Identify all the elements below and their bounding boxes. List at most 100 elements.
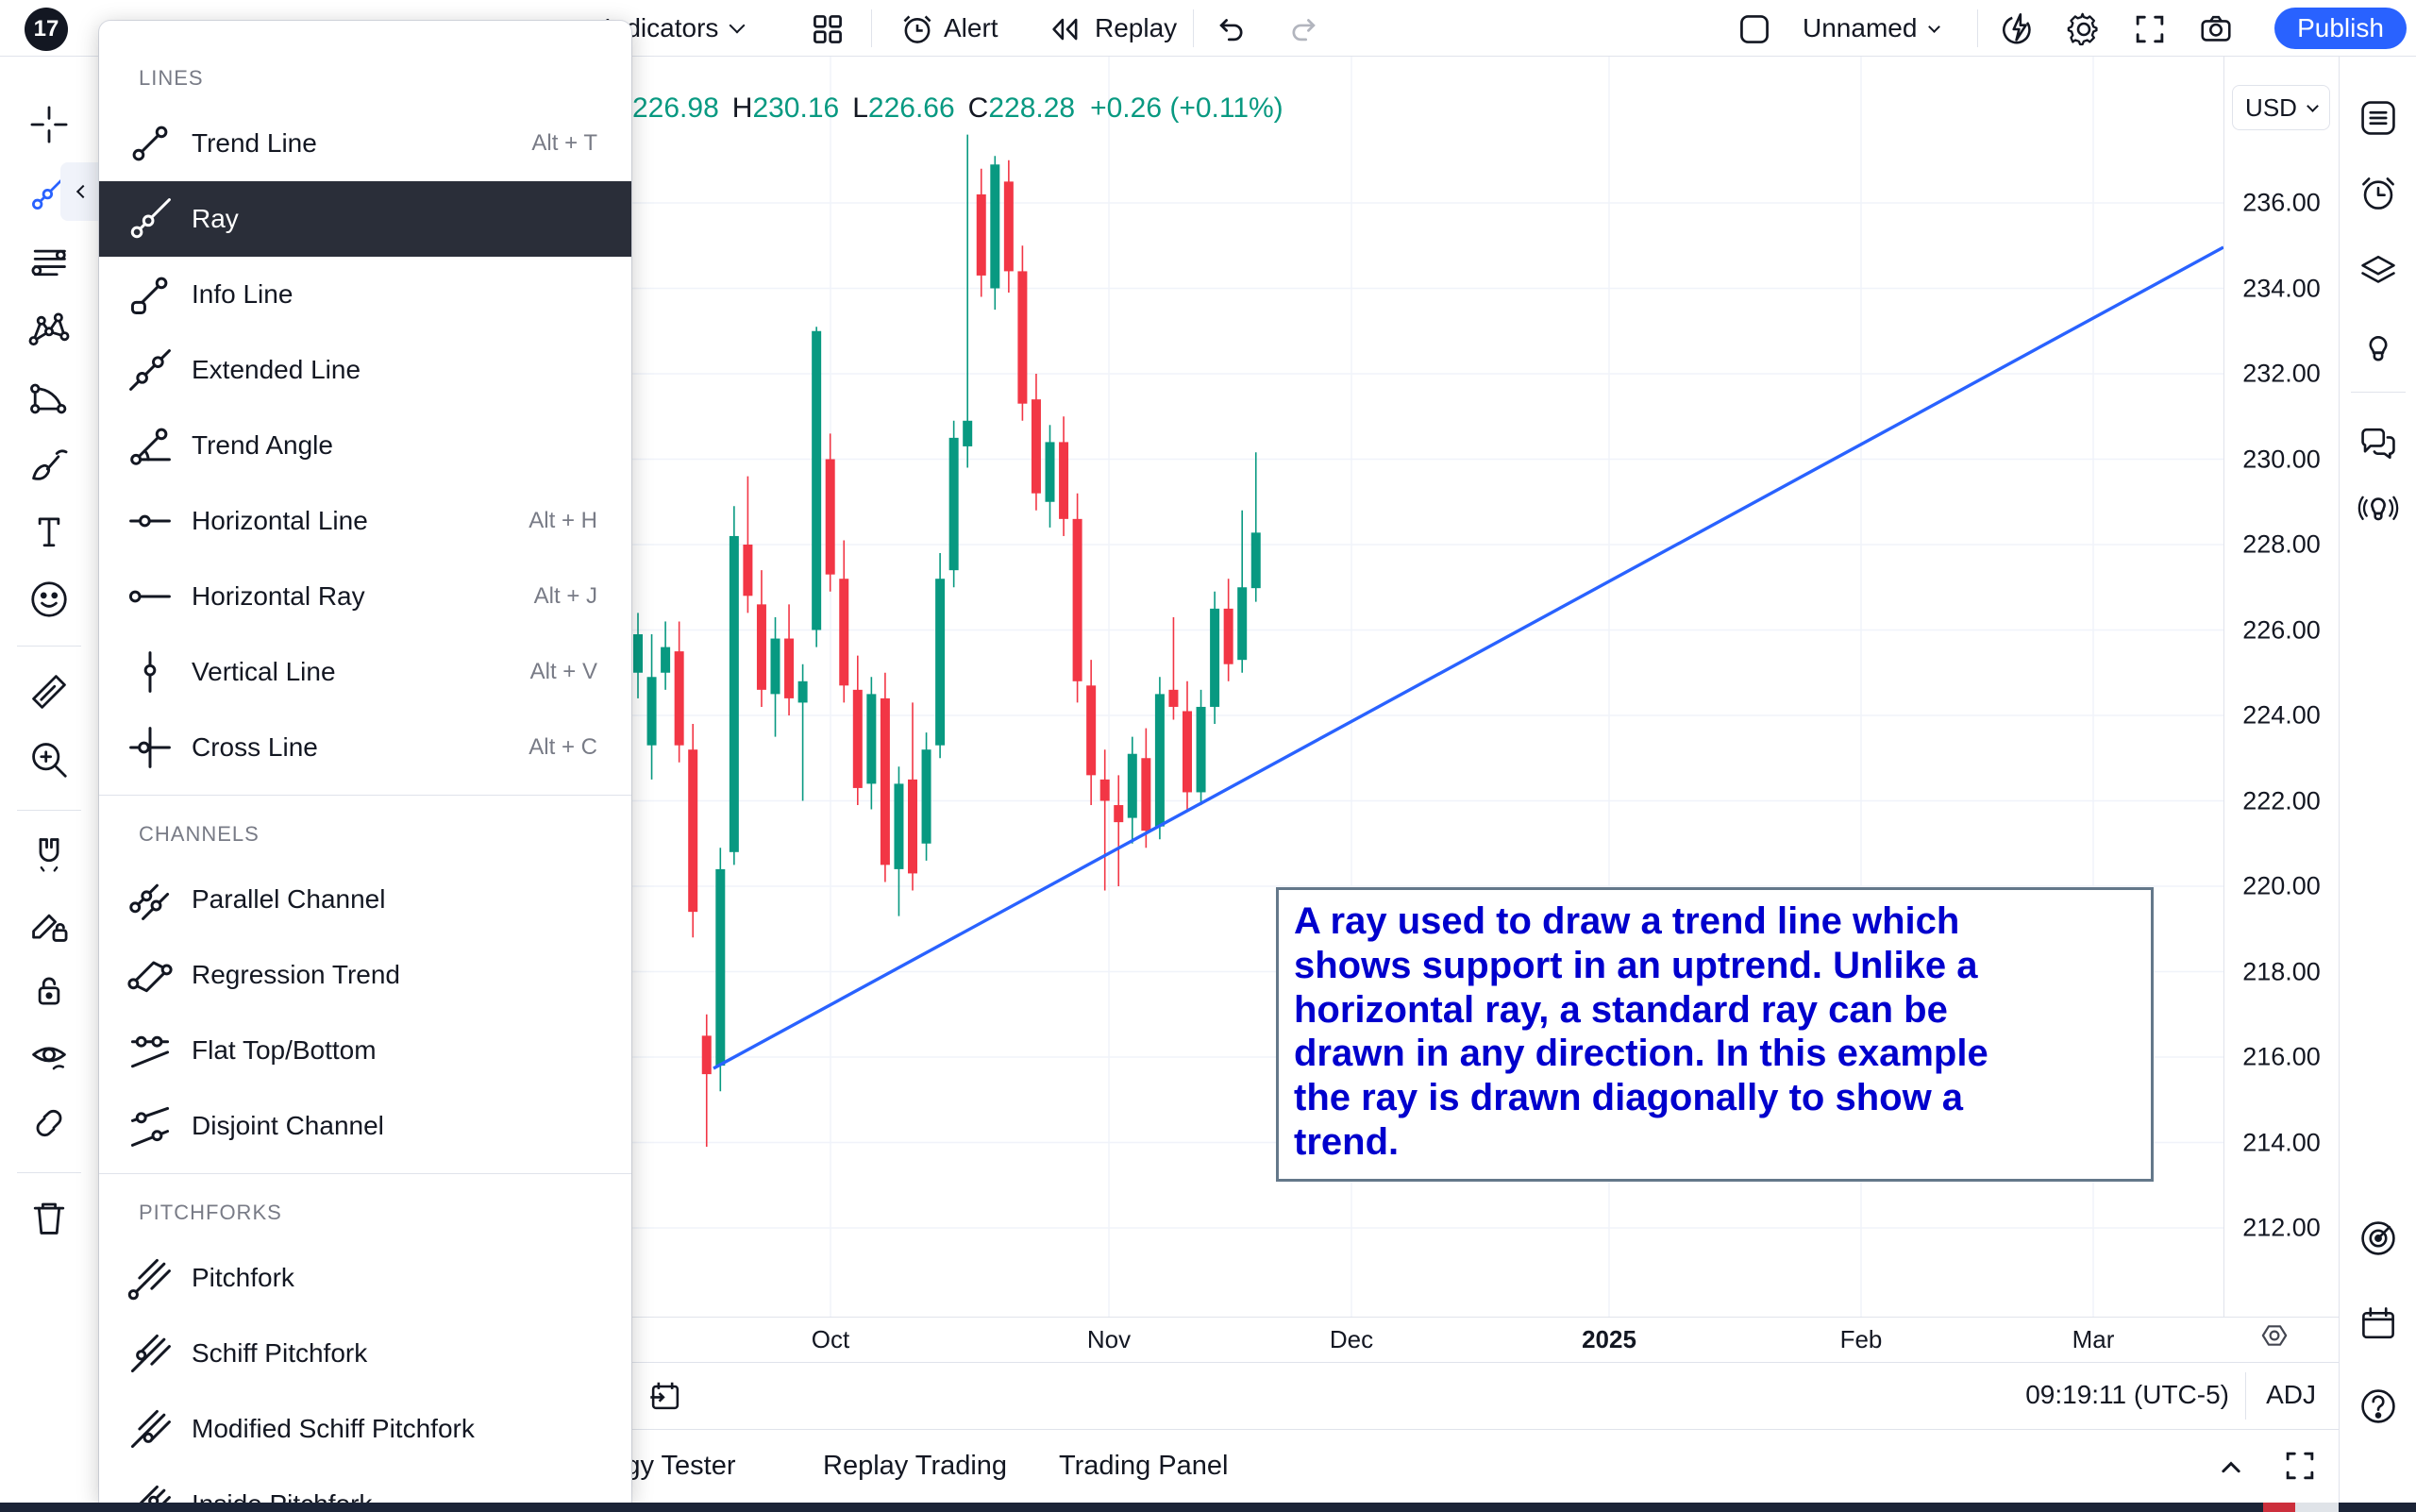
settings-gear-icon[interactable] (2065, 10, 2103, 48)
menu-item-label: Trend Line (192, 128, 317, 158)
schiff-pitchfork-icon (124, 1327, 176, 1380)
panel-maximize-icon[interactable] (2281, 1447, 2319, 1485)
session-countdown-clock[interactable]: 09:19:11 (UTC-5) (2025, 1380, 2229, 1409)
layout-select-icon[interactable] (1736, 11, 1772, 47)
quick-search-bolt-icon[interactable] (1999, 10, 2037, 48)
brush-icon[interactable] (23, 438, 76, 491)
cross-line-icon (124, 721, 176, 774)
go-to-date-icon[interactable] (646, 1377, 684, 1415)
menu-item-flat-top-bottom[interactable]: Flat Top/Bottom (99, 1013, 631, 1088)
rail-divider (17, 646, 81, 647)
menu-item-trend-angle[interactable]: Trend Angle (99, 408, 631, 483)
alert-clock-icon[interactable] (898, 10, 936, 48)
menu-item-parallel-channel[interactable]: Parallel Channel (99, 862, 631, 937)
toolbar-divider (1977, 9, 1978, 47)
lock-drawings-icon[interactable] (23, 965, 76, 1017)
ray-drawing[interactable] (713, 245, 2223, 1070)
menu-item-modified-schiff-pitchfork[interactable]: Modified Schiff Pitchfork (99, 1391, 631, 1467)
calendar-icon[interactable] (2352, 1297, 2405, 1350)
currency-selector[interactable]: USD (2232, 85, 2330, 130)
menu-item-label: Horizontal Ray (192, 581, 365, 611)
ohlc-label: H (731, 92, 753, 124)
menu-item-info-line[interactable]: Info Line (99, 257, 631, 332)
menu-item-cross-line[interactable]: Cross Line Alt + C (99, 710, 631, 785)
streams-icon[interactable] (2352, 483, 2405, 536)
fib-lines-icon[interactable] (23, 234, 76, 287)
fullscreen-icon[interactable] (2131, 10, 2169, 48)
replay-button[interactable]: Replay (1095, 13, 1178, 42)
hide-drawings-icon[interactable] (23, 1030, 76, 1083)
regression-trend-icon (124, 949, 176, 1001)
menu-item-pitchfork[interactable]: Pitchfork (99, 1240, 631, 1316)
menu-item-inside-pitchfork[interactable]: Inside Pitchfork (99, 1467, 631, 1503)
text-tool-icon[interactable] (23, 505, 76, 558)
zoom-in-icon[interactable] (23, 733, 76, 786)
panel-collapse-chevron-icon[interactable] (2213, 1449, 2249, 1485)
menu-item-ray[interactable]: Ray (99, 181, 631, 257)
crosshair-icon[interactable] (23, 98, 76, 151)
undo-icon[interactable] (1214, 11, 1250, 47)
menu-item-label: Ray (192, 204, 239, 233)
chart-plot-area[interactable] (99, 57, 2223, 1317)
drawing-mode-icon[interactable] (23, 899, 76, 951)
menu-item-label: Trend Angle (192, 430, 333, 460)
menu-item-trend-line[interactable]: Trend Line Alt + T (99, 106, 631, 181)
menu-item-extended-line[interactable]: Extended Line (99, 332, 631, 408)
alert-button[interactable]: Alert (944, 13, 998, 42)
flat-top-bottom-icon (124, 1024, 176, 1077)
time-tick-label: 2025 (1582, 1325, 1636, 1353)
menu-item-horizontal-ray[interactable]: Horizontal Ray Alt + J (99, 559, 631, 634)
ruler-icon[interactable] (23, 665, 76, 718)
menu-item-disjoint-channel[interactable]: Disjoint Channel (99, 1088, 631, 1164)
replay-rewind-icon[interactable] (1046, 10, 1083, 48)
remove-drawings-icon[interactable] (23, 1191, 76, 1244)
candle (1086, 660, 1097, 806)
layout-name-button[interactable]: Unnamed (1803, 13, 1941, 43)
tab-replay-trading[interactable]: Replay Trading (823, 1451, 1008, 1481)
candle (812, 327, 822, 647)
axis-settings-gear-icon[interactable] (2258, 1319, 2290, 1352)
chart-text-annotation[interactable]: A ray used to draw a trend line which sh… (1276, 887, 2154, 1182)
toolbar-divider (871, 9, 872, 47)
ohlc-readout: 226.98 H230.16 L226.66 C228.28 +0.26 (+0.11%… (632, 92, 1284, 125)
xabcd-pattern-icon[interactable] (23, 302, 76, 355)
object-tree-icon[interactable] (2352, 244, 2405, 297)
menu-collapse-tab[interactable] (60, 162, 100, 221)
menu-item-vertical-line[interactable]: Vertical Line Alt + V (99, 634, 631, 710)
menu-item-label: Inside Pitchfork (192, 1489, 597, 1503)
menu-item-regression-trend[interactable]: Regression Trend (99, 937, 631, 1013)
scanner-icon[interactable] (2352, 1212, 2405, 1265)
magnet-icon[interactable] (23, 829, 76, 882)
tradingview-logo[interactable]: 17 (25, 8, 68, 51)
menu-item-label: Pitchfork (192, 1263, 294, 1292)
candle (674, 621, 684, 763)
snapshot-camera-icon[interactable] (2197, 10, 2235, 48)
menu-item-schiff-pitchfork[interactable]: Schiff Pitchfork (99, 1316, 631, 1391)
grid-layout-icon[interactable] (810, 11, 846, 47)
help-icon[interactable] (2352, 1380, 2405, 1433)
menu-section-header: LINES (139, 66, 204, 90)
time-tick-label: Feb (1839, 1325, 1883, 1353)
candle (1127, 736, 1137, 844)
vertical-line-icon (124, 646, 176, 698)
sync-drawings-icon[interactable] (23, 1097, 76, 1150)
alerts-clock-icon[interactable] (2352, 167, 2405, 220)
redo-icon[interactable] (1285, 11, 1321, 47)
ideas-icon[interactable] (2352, 321, 2405, 374)
price-tick-label: 224.00 (2242, 700, 2321, 730)
watchlist-icon[interactable] (2352, 92, 2405, 144)
price-axis[interactable]: USD 236.00 234.00 232.00 230.00 228.00 226.00… (2223, 57, 2339, 1317)
chevron-left-icon (76, 184, 91, 199)
currency-label: USD (2245, 92, 2297, 122)
menu-item-horizontal-line[interactable]: Horizontal Line Alt + H (99, 483, 631, 559)
emoji-icon[interactable] (23, 573, 76, 626)
candle (839, 540, 849, 703)
menu-section-header: PITCHFORKS (139, 1201, 282, 1224)
candle (1183, 680, 1192, 810)
publish-button[interactable]: Publish (2274, 8, 2407, 49)
shapes-icon[interactable] (23, 370, 76, 423)
tab-trading-panel[interactable]: Trading Panel (1059, 1451, 1229, 1481)
chat-icon[interactable] (2352, 417, 2405, 470)
adjusted-data-toggle[interactable]: ADJ (2266, 1380, 2316, 1409)
candle (963, 134, 973, 468)
